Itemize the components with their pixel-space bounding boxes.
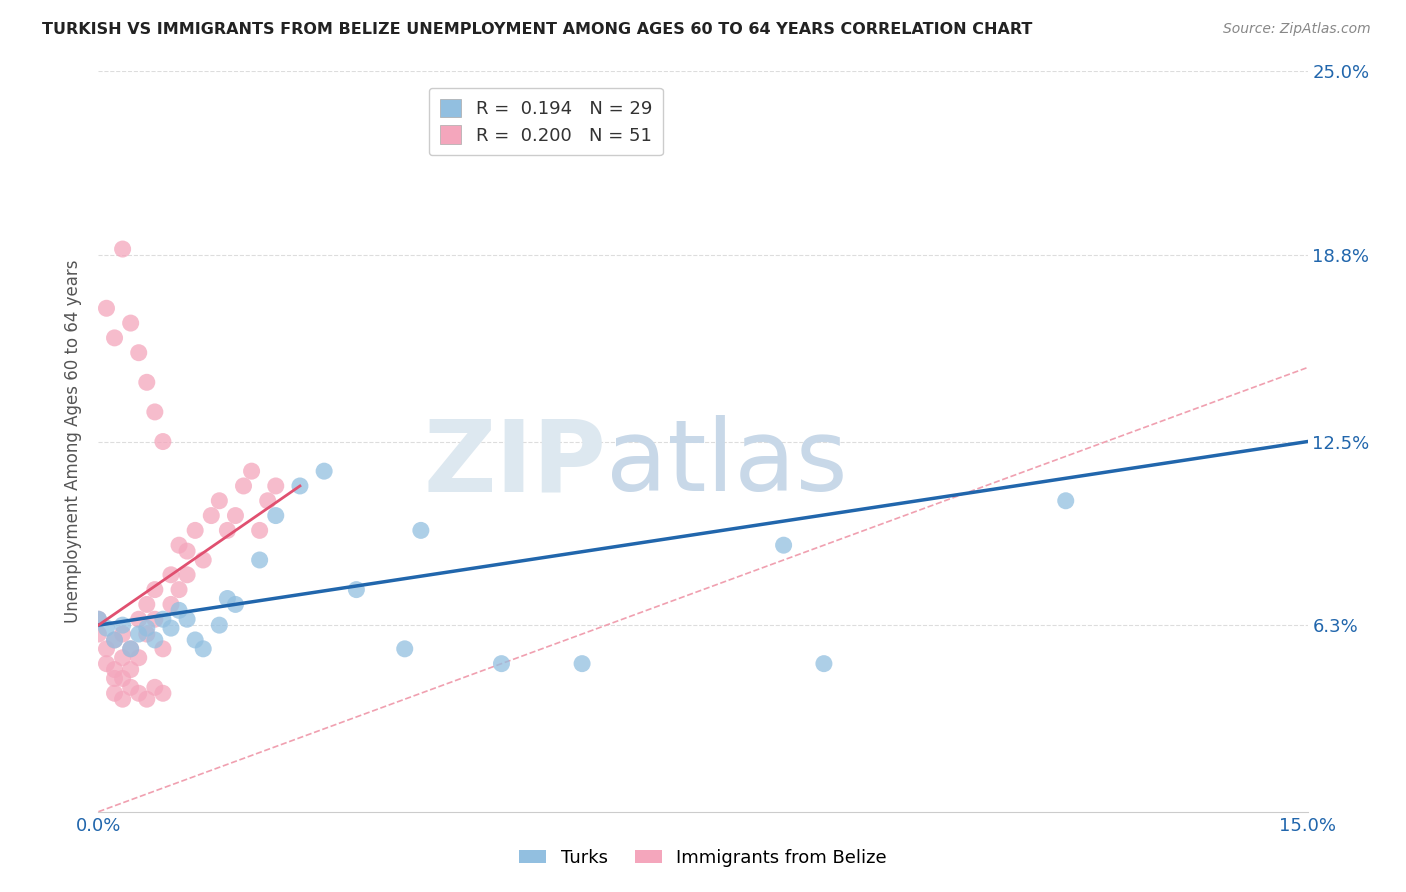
Point	[176, 612, 198, 626]
Text: Source: ZipAtlas.com: Source: ZipAtlas.com	[1223, 22, 1371, 37]
Y-axis label: Unemployment Among Ages 60 to 64 years: Unemployment Among Ages 60 to 64 years	[65, 260, 83, 624]
Point	[184, 524, 207, 538]
Point	[120, 316, 142, 330]
Point	[152, 612, 174, 626]
Point	[200, 508, 222, 523]
Point	[167, 538, 190, 552]
Point	[111, 650, 134, 665]
Point	[111, 627, 134, 641]
Point	[128, 627, 150, 641]
Point	[772, 538, 794, 552]
Point	[143, 612, 166, 626]
Point	[314, 464, 336, 478]
Point	[160, 598, 183, 612]
Point	[135, 598, 157, 612]
Point	[87, 612, 110, 626]
Point	[96, 621, 118, 635]
Point	[160, 567, 183, 582]
Point	[96, 301, 118, 316]
Point	[120, 663, 142, 677]
Point	[128, 612, 150, 626]
Point	[240, 464, 263, 478]
Point	[288, 479, 311, 493]
Point	[249, 553, 271, 567]
Point	[224, 508, 246, 523]
Point	[135, 621, 157, 635]
Point	[96, 641, 118, 656]
Point	[120, 641, 142, 656]
Point	[120, 681, 142, 695]
Point	[409, 524, 432, 538]
Point	[111, 692, 134, 706]
Point	[184, 632, 207, 647]
Point	[1054, 493, 1077, 508]
Text: ZIP: ZIP	[423, 416, 606, 512]
Point	[143, 582, 166, 597]
Point	[264, 508, 287, 523]
Point	[256, 493, 278, 508]
Point	[208, 618, 231, 632]
Point	[120, 641, 142, 656]
Point	[167, 603, 190, 617]
Point	[135, 376, 157, 390]
Point	[152, 434, 174, 449]
Point	[167, 582, 190, 597]
Point	[217, 524, 239, 538]
Point	[103, 331, 125, 345]
Point	[128, 345, 150, 359]
Text: TURKISH VS IMMIGRANTS FROM BELIZE UNEMPLOYMENT AMONG AGES 60 TO 64 YEARS CORRELA: TURKISH VS IMMIGRANTS FROM BELIZE UNEMPL…	[42, 22, 1032, 37]
Point	[264, 479, 287, 493]
Point	[135, 692, 157, 706]
Legend: R =  0.194   N = 29, R =  0.200   N = 51: R = 0.194 N = 29, R = 0.200 N = 51	[429, 87, 662, 155]
Point	[87, 612, 110, 626]
Point	[224, 598, 246, 612]
Point	[103, 672, 125, 686]
Point	[176, 544, 198, 558]
Point	[143, 405, 166, 419]
Point	[111, 672, 134, 686]
Point	[176, 567, 198, 582]
Point	[103, 663, 125, 677]
Point	[208, 493, 231, 508]
Legend: Turks, Immigrants from Belize: Turks, Immigrants from Belize	[512, 842, 894, 874]
Point	[143, 632, 166, 647]
Point	[128, 650, 150, 665]
Point	[344, 582, 367, 597]
Point	[103, 686, 125, 700]
Point	[87, 627, 110, 641]
Point	[193, 553, 215, 567]
Point	[96, 657, 118, 671]
Point	[143, 681, 166, 695]
Point	[111, 618, 134, 632]
Point	[249, 524, 271, 538]
Point	[232, 479, 254, 493]
Point	[135, 627, 157, 641]
Point	[813, 657, 835, 671]
Point	[193, 641, 215, 656]
Point	[103, 632, 125, 647]
Point	[128, 686, 150, 700]
Text: atlas: atlas	[606, 416, 848, 512]
Point	[217, 591, 239, 606]
Point	[152, 686, 174, 700]
Point	[103, 632, 125, 647]
Point	[491, 657, 513, 671]
Point	[571, 657, 593, 671]
Point	[394, 641, 416, 656]
Point	[160, 621, 183, 635]
Point	[152, 641, 174, 656]
Point	[111, 242, 134, 256]
